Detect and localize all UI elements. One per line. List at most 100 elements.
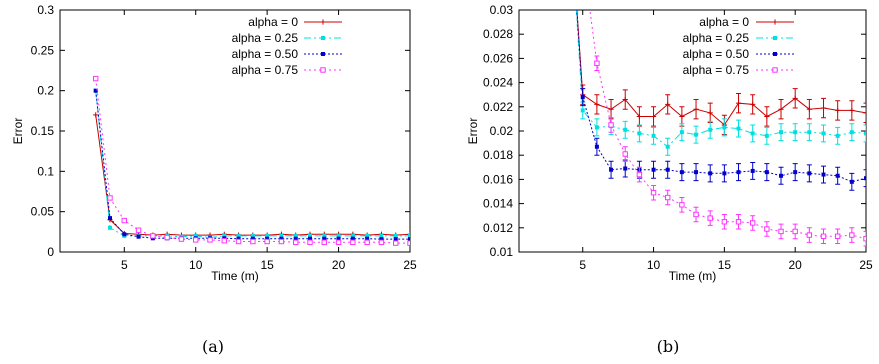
chart1-series2-point20 xyxy=(849,179,854,184)
chart0-series0-line xyxy=(95,114,410,236)
chart1-ytick-label-0: 0.01 xyxy=(490,245,514,259)
chart0-ytick-label-2: 0.1 xyxy=(37,164,54,178)
chart1-series2-point11 xyxy=(722,171,727,176)
chart1-legend-label-3: alpha = 0.75 xyxy=(683,63,750,77)
chart0-series3-point22 xyxy=(407,240,410,246)
chart1-legend-label-1: alpha = 0.25 xyxy=(683,31,750,45)
chart1-series1-point11 xyxy=(722,125,727,130)
chart1-series3-point8 xyxy=(679,202,685,208)
chart0-series1-point20 xyxy=(379,233,384,238)
chart1-series2-point2 xyxy=(594,144,599,149)
chart0-series3-point0 xyxy=(93,75,99,82)
chart1-series-3 xyxy=(589,10,866,247)
chart0-series2-point21 xyxy=(393,237,398,242)
chart1-series1-errorbar21 xyxy=(863,124,866,143)
chart1-series1-point1 xyxy=(580,108,585,113)
chart1-series3-errorbar21 xyxy=(863,230,866,247)
chart1-series2-point17 xyxy=(807,171,812,176)
chart1-series1-point16 xyxy=(793,130,798,135)
chart0-series3-point17 xyxy=(335,239,342,246)
chart1-series0-point6 xyxy=(650,113,657,120)
chart0-series-3 xyxy=(93,75,410,246)
chart1-ytick-label-9: 0.028 xyxy=(483,27,513,41)
chart1-ytick-label-2: 0.014 xyxy=(483,197,513,211)
chart0-ytick-label-4: 0.2 xyxy=(37,84,54,98)
chart1-series0-pointlegend xyxy=(772,19,778,25)
chart0-x-axis-label: Time (m) xyxy=(211,269,259,283)
chart0-series3-point18 xyxy=(350,239,356,246)
chart1-series3-point20 xyxy=(849,232,855,238)
chart1-series2-point16 xyxy=(793,170,798,175)
chart1-series0-point18 xyxy=(820,105,827,111)
chart0-series3-point11 xyxy=(250,238,256,245)
chart0-series2-point22 xyxy=(408,237,410,242)
chart0-series2-point1 xyxy=(108,216,112,221)
chart0-series2-point15 xyxy=(308,236,312,241)
chart0-series3-point6 xyxy=(178,236,185,242)
chart1-series2-point15 xyxy=(779,173,784,178)
chart1-series3-point11 xyxy=(721,219,728,225)
chart1-y-axis-label: Error xyxy=(466,118,480,145)
chart1-series1-point20 xyxy=(849,130,854,135)
chart1-series0-point4 xyxy=(622,96,628,103)
chart0-series3-point13 xyxy=(278,238,285,245)
chart0-series2-point17 xyxy=(336,236,341,241)
chart0-series1-point21 xyxy=(393,233,398,238)
chart1-series2-point19 xyxy=(835,173,840,178)
chart1-series3-point18 xyxy=(820,233,827,239)
chart0-series2-point12 xyxy=(265,236,270,241)
chart1-series1-point13 xyxy=(750,131,755,136)
chart1-series1-point2 xyxy=(594,125,599,130)
chart0-series2-point11 xyxy=(250,236,255,241)
chart1-series3-point21 xyxy=(863,235,866,242)
chart1-series1-point17 xyxy=(807,130,812,135)
chart1-series0-point3 xyxy=(608,106,614,112)
chart0-series3-pointlegend xyxy=(320,67,326,73)
chart1-xtick-label-0: 5 xyxy=(579,258,586,272)
chart1-series3-point3 xyxy=(608,122,614,128)
chart1-x-axis-label: Time (m) xyxy=(669,269,717,283)
chart1-series2-point3 xyxy=(609,167,614,172)
chart0-series3-point1 xyxy=(107,195,113,201)
chart1-series2-point9 xyxy=(694,170,699,175)
chart0-series2-point18 xyxy=(350,236,355,241)
chart0-plot-area xyxy=(93,75,410,246)
chart0-series3-point20 xyxy=(378,239,385,246)
chart1-ytick-label-3: 0.016 xyxy=(483,172,513,186)
chart1-series3-point14 xyxy=(764,226,770,232)
chart1-series0-point9 xyxy=(693,106,699,112)
chart1-series3-point13 xyxy=(749,220,756,226)
chart0-series3-point7 xyxy=(193,237,199,243)
chart1-series2-pointlegend xyxy=(773,52,777,56)
chart1-series3-point17 xyxy=(806,232,813,238)
chart1-series3-line xyxy=(589,10,866,240)
chart1-ytick-label-5: 0.02 xyxy=(490,124,514,138)
chart0-xtick-label-0: 5 xyxy=(121,258,128,272)
chart1-series1-point14 xyxy=(764,133,769,138)
chart0-series1-point19 xyxy=(365,233,370,238)
chart1-series3-pointlegend xyxy=(772,67,778,73)
chart0-series1-point16 xyxy=(322,233,327,238)
chart1-series0-point13 xyxy=(750,101,756,107)
chart0-series1-line xyxy=(95,90,410,239)
chart1-series0-point5 xyxy=(636,113,642,120)
chart0-series2-point16 xyxy=(322,236,327,241)
chart1-series0-point14 xyxy=(764,113,770,120)
chart1-series1-point19 xyxy=(835,133,840,138)
chart0-ytick-label-0: 0 xyxy=(47,245,54,259)
chart0-series3-point9 xyxy=(221,238,227,244)
chart0-legend-label-0: alpha = 0 xyxy=(248,15,298,29)
chart1-series1-point10 xyxy=(708,127,713,132)
chart-0: 0 0.05 0.1 0.15 0.2 0.25 0.3 5 10 15 20 25 Time (m) E… xyxy=(11,3,417,356)
chart0-series3-point2 xyxy=(121,217,127,224)
chart1-series0-point15 xyxy=(778,106,784,112)
chart1-series2-point18 xyxy=(821,172,826,177)
chart0-xtick-label-2: 15 xyxy=(260,258,274,272)
chart0-series2-point14 xyxy=(293,236,298,241)
chart1-series2-point14 xyxy=(764,170,769,175)
chart0-series1-point17 xyxy=(336,233,341,238)
chart0-series3-point14 xyxy=(293,239,299,246)
chart0-series-1 xyxy=(93,88,410,240)
chart1-series0-point8 xyxy=(679,113,685,120)
chart0-series-0 xyxy=(93,112,410,238)
